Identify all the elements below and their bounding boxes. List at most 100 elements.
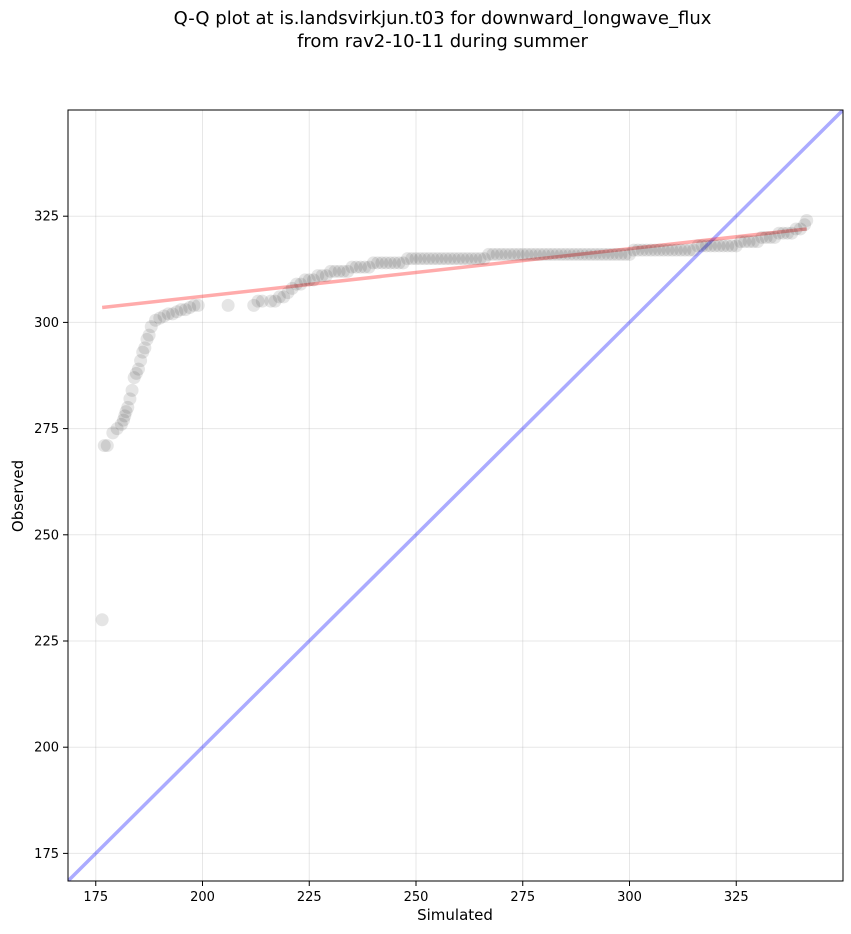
data-point [447,252,461,266]
data-point [123,392,137,406]
data-point [413,252,427,266]
data-point [605,247,619,261]
data-point [358,260,372,274]
data-point [682,243,696,257]
data-point [507,247,521,261]
data-point [742,235,756,249]
data-point [751,235,765,249]
data-point [95,613,109,627]
data-point [533,247,547,261]
data-point [580,247,594,261]
y-tick-label: 275 [34,422,59,437]
data-point [541,247,555,261]
data-point [798,218,812,232]
data-point [187,298,201,312]
data-point [251,294,265,308]
x-tick-label: 225 [297,890,322,905]
data-point [332,264,346,278]
data-point [563,247,577,261]
data-point [439,252,453,266]
data-point [691,239,705,253]
data-point [118,409,132,423]
data-point [725,239,739,253]
data-point [302,273,316,287]
x-axis-label: Simulated [417,906,493,924]
data-point [716,239,730,253]
data-point [422,252,436,266]
data-point [255,294,269,308]
data-point [687,243,701,257]
data-point [576,247,590,261]
y-tick-label: 200 [34,741,59,756]
data-point [388,256,402,270]
x-tick-label: 300 [617,890,642,905]
data-point [746,235,760,249]
data-point [127,371,141,385]
chart-title-line-1: Q-Q plot at is.landsvirkjun.t03 for down… [173,8,712,29]
data-point [144,320,158,334]
data-point [349,260,363,274]
data-point [554,247,568,261]
data-point [776,226,790,240]
data-point [272,290,286,304]
data-point [520,247,534,261]
data-point [405,252,419,266]
data-point [546,247,560,261]
data-point [537,247,551,261]
data-point [499,247,513,261]
data-point [191,298,205,312]
data-point [140,332,154,346]
data-point [452,252,466,266]
data-point [121,400,135,414]
data-point [631,243,645,257]
data-point [264,294,278,308]
y-tick-label: 175 [34,847,59,862]
data-point [315,269,329,283]
data-point [657,243,671,257]
data-point [336,264,350,278]
data-point [635,243,649,257]
data-point [430,252,444,266]
data-point [142,328,156,342]
data-point [793,222,807,236]
x-tick-label: 325 [724,890,749,905]
data-point [117,413,131,427]
data-point [772,226,786,240]
data-point [277,290,291,304]
data-point [755,230,769,244]
data-point [597,247,611,261]
data-point [106,426,120,440]
data-point [114,417,128,431]
data-point [136,345,150,359]
data-point [623,247,637,261]
data-point [588,247,602,261]
data-point [353,260,367,274]
data-point [178,303,192,317]
data-point [699,239,713,253]
data-point [375,256,389,270]
data-point [119,405,133,419]
data-point [550,247,564,261]
data-point [567,247,581,261]
data-point [97,439,111,453]
data-point [768,230,782,244]
data-point [780,226,794,240]
data-point [729,239,743,253]
data-point [785,226,799,240]
data-point [648,243,662,257]
data-point [396,256,410,270]
x-tick-label: 200 [190,890,215,905]
data-point [529,247,543,261]
x-axis-ticks: 175 200 225 250 275 300 325 [83,881,749,905]
data-point [110,422,124,436]
data-point [593,247,607,261]
data-point [221,298,235,312]
data-point [289,277,303,291]
data-point [610,247,624,261]
data-point [661,243,675,257]
data-point [362,260,376,274]
data-point [665,243,679,257]
data-point [328,264,342,278]
x-tick-label: 250 [404,890,429,905]
